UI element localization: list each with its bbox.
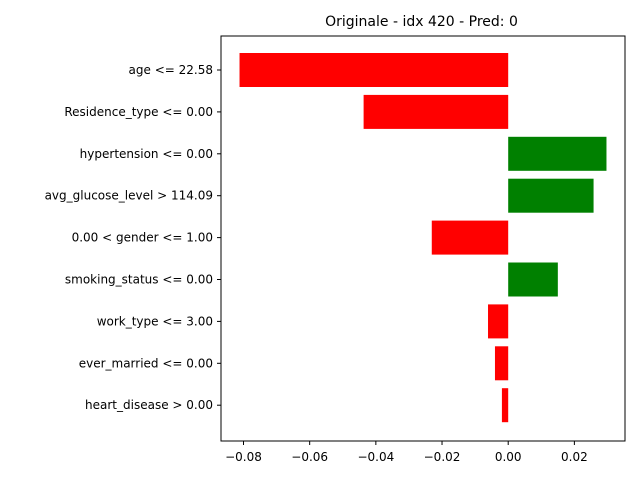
bar-3: [508, 178, 594, 213]
bar-4: [431, 220, 509, 255]
y-tick-label-5: smoking_status <= 0.00: [65, 273, 213, 287]
y-tick-label-2: hypertension <= 0.00: [80, 147, 213, 161]
x-tick-label-0: −0.08: [225, 450, 262, 464]
x-axis: −0.08 −0.06 −0.04 −0.02 0.00 0.02: [225, 441, 588, 464]
bar-2: [508, 136, 607, 171]
x-tick-label-2: −0.04: [357, 450, 394, 464]
y-tick-label-7: ever_married <= 0.00: [79, 356, 213, 370]
bar-0: [239, 53, 509, 87]
y-tick-label-4: 0.00 < gender <= 1.00: [72, 231, 213, 245]
bar-8: [501, 388, 509, 423]
y-tick-label-3: avg_glucose_level > 114.09: [45, 189, 213, 203]
bar-1: [363, 94, 509, 129]
x-tick-label-4: 0.00: [495, 450, 522, 464]
x-tick-label-5: 0.02: [561, 450, 588, 464]
y-tick-label-8: heart_disease > 0.00: [85, 398, 213, 412]
x-tick-label-3: −0.02: [424, 450, 461, 464]
y-tick-label-1: Residence_type <= 0.00: [64, 105, 213, 119]
bar-6: [488, 304, 509, 339]
y-tick-label-0: age <= 22.58: [129, 63, 213, 77]
y-tick-label-6: work_type <= 3.00: [97, 314, 213, 328]
x-tick-label-1: −0.06: [291, 450, 328, 464]
bar-5: [508, 262, 558, 297]
axes-frame: [220, 35, 626, 442]
y-axis: age <= 22.58 Residence_type <= 0.00 hypert…: [45, 63, 221, 412]
bars-group: [239, 53, 607, 423]
chart-title: Originale - idx 420 - Pred: 0: [325, 14, 518, 30]
bar-7: [494, 346, 509, 381]
